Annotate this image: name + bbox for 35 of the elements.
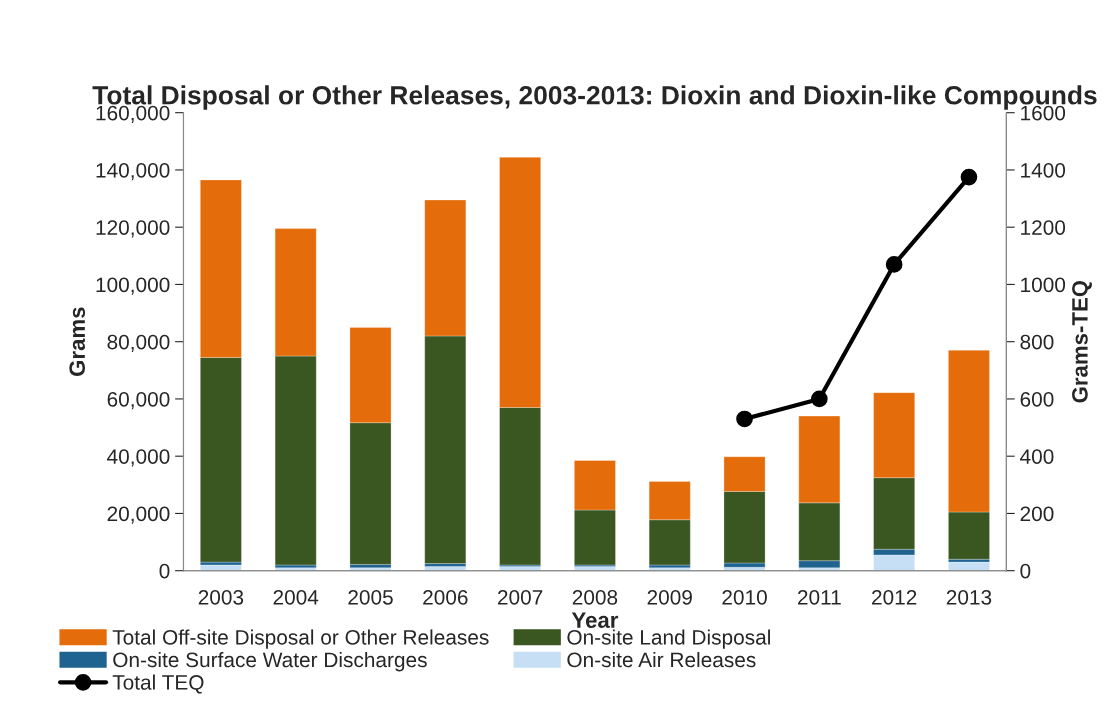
legend-label: Total Off-site Disposal or Other Releases (112, 629, 489, 649)
y-tick-label: 0 (159, 563, 170, 579)
x-tick-label: 2006 (423, 590, 468, 605)
legend-label: On-site Surface Water Discharges (113, 651, 427, 672)
y2-tick-label: 1400 (1021, 162, 1066, 178)
y2-tick-label: 1000 (1021, 277, 1066, 293)
y2-tick-label: 800 (1020, 334, 1054, 350)
y2-tick-label: 400 (1020, 449, 1054, 464)
x-tick-label: 2004 (273, 590, 319, 605)
x-tick-label: 2012 (872, 590, 917, 605)
y2-axis-title: Grams-TEQ (1072, 280, 1092, 403)
y2-tick-label: 0 (1020, 563, 1031, 579)
y-tick-label: 100,000 (96, 277, 170, 295)
y-tick-label: 80,000 (107, 334, 170, 352)
legend-label: On-site Air Releases (567, 651, 756, 668)
x-tick-label: 2005 (348, 590, 393, 605)
y2-tick-label: 1200 (1021, 220, 1066, 235)
x-tick-label: 2003 (198, 590, 244, 605)
y-tick-label: 40,000 (107, 449, 170, 467)
x-tick-label: 2013 (946, 590, 992, 605)
y-tick-label: 60,000 (107, 391, 170, 410)
y-tick-label: 20,000 (107, 506, 170, 524)
x-tick-label: 2011 (797, 590, 841, 605)
legend-label: On-site Land Disposal (567, 629, 770, 649)
x-tick-label: 2009 (647, 590, 692, 605)
legend-label: Total TEQ (112, 674, 204, 694)
x-tick-label: 2010 (722, 590, 767, 605)
x-axis-title: Year (571, 612, 619, 628)
y-tick-label: 120,000 (96, 220, 170, 238)
x-tick-label: 2007 (497, 590, 543, 605)
x-tick-label: 2008 (572, 590, 618, 605)
y-axis-title: Grams (69, 307, 86, 376)
y-tick-label: 140,000 (96, 162, 170, 181)
y2-tick-label: 200 (1020, 506, 1054, 522)
y2-tick-label: 600 (1020, 391, 1054, 407)
